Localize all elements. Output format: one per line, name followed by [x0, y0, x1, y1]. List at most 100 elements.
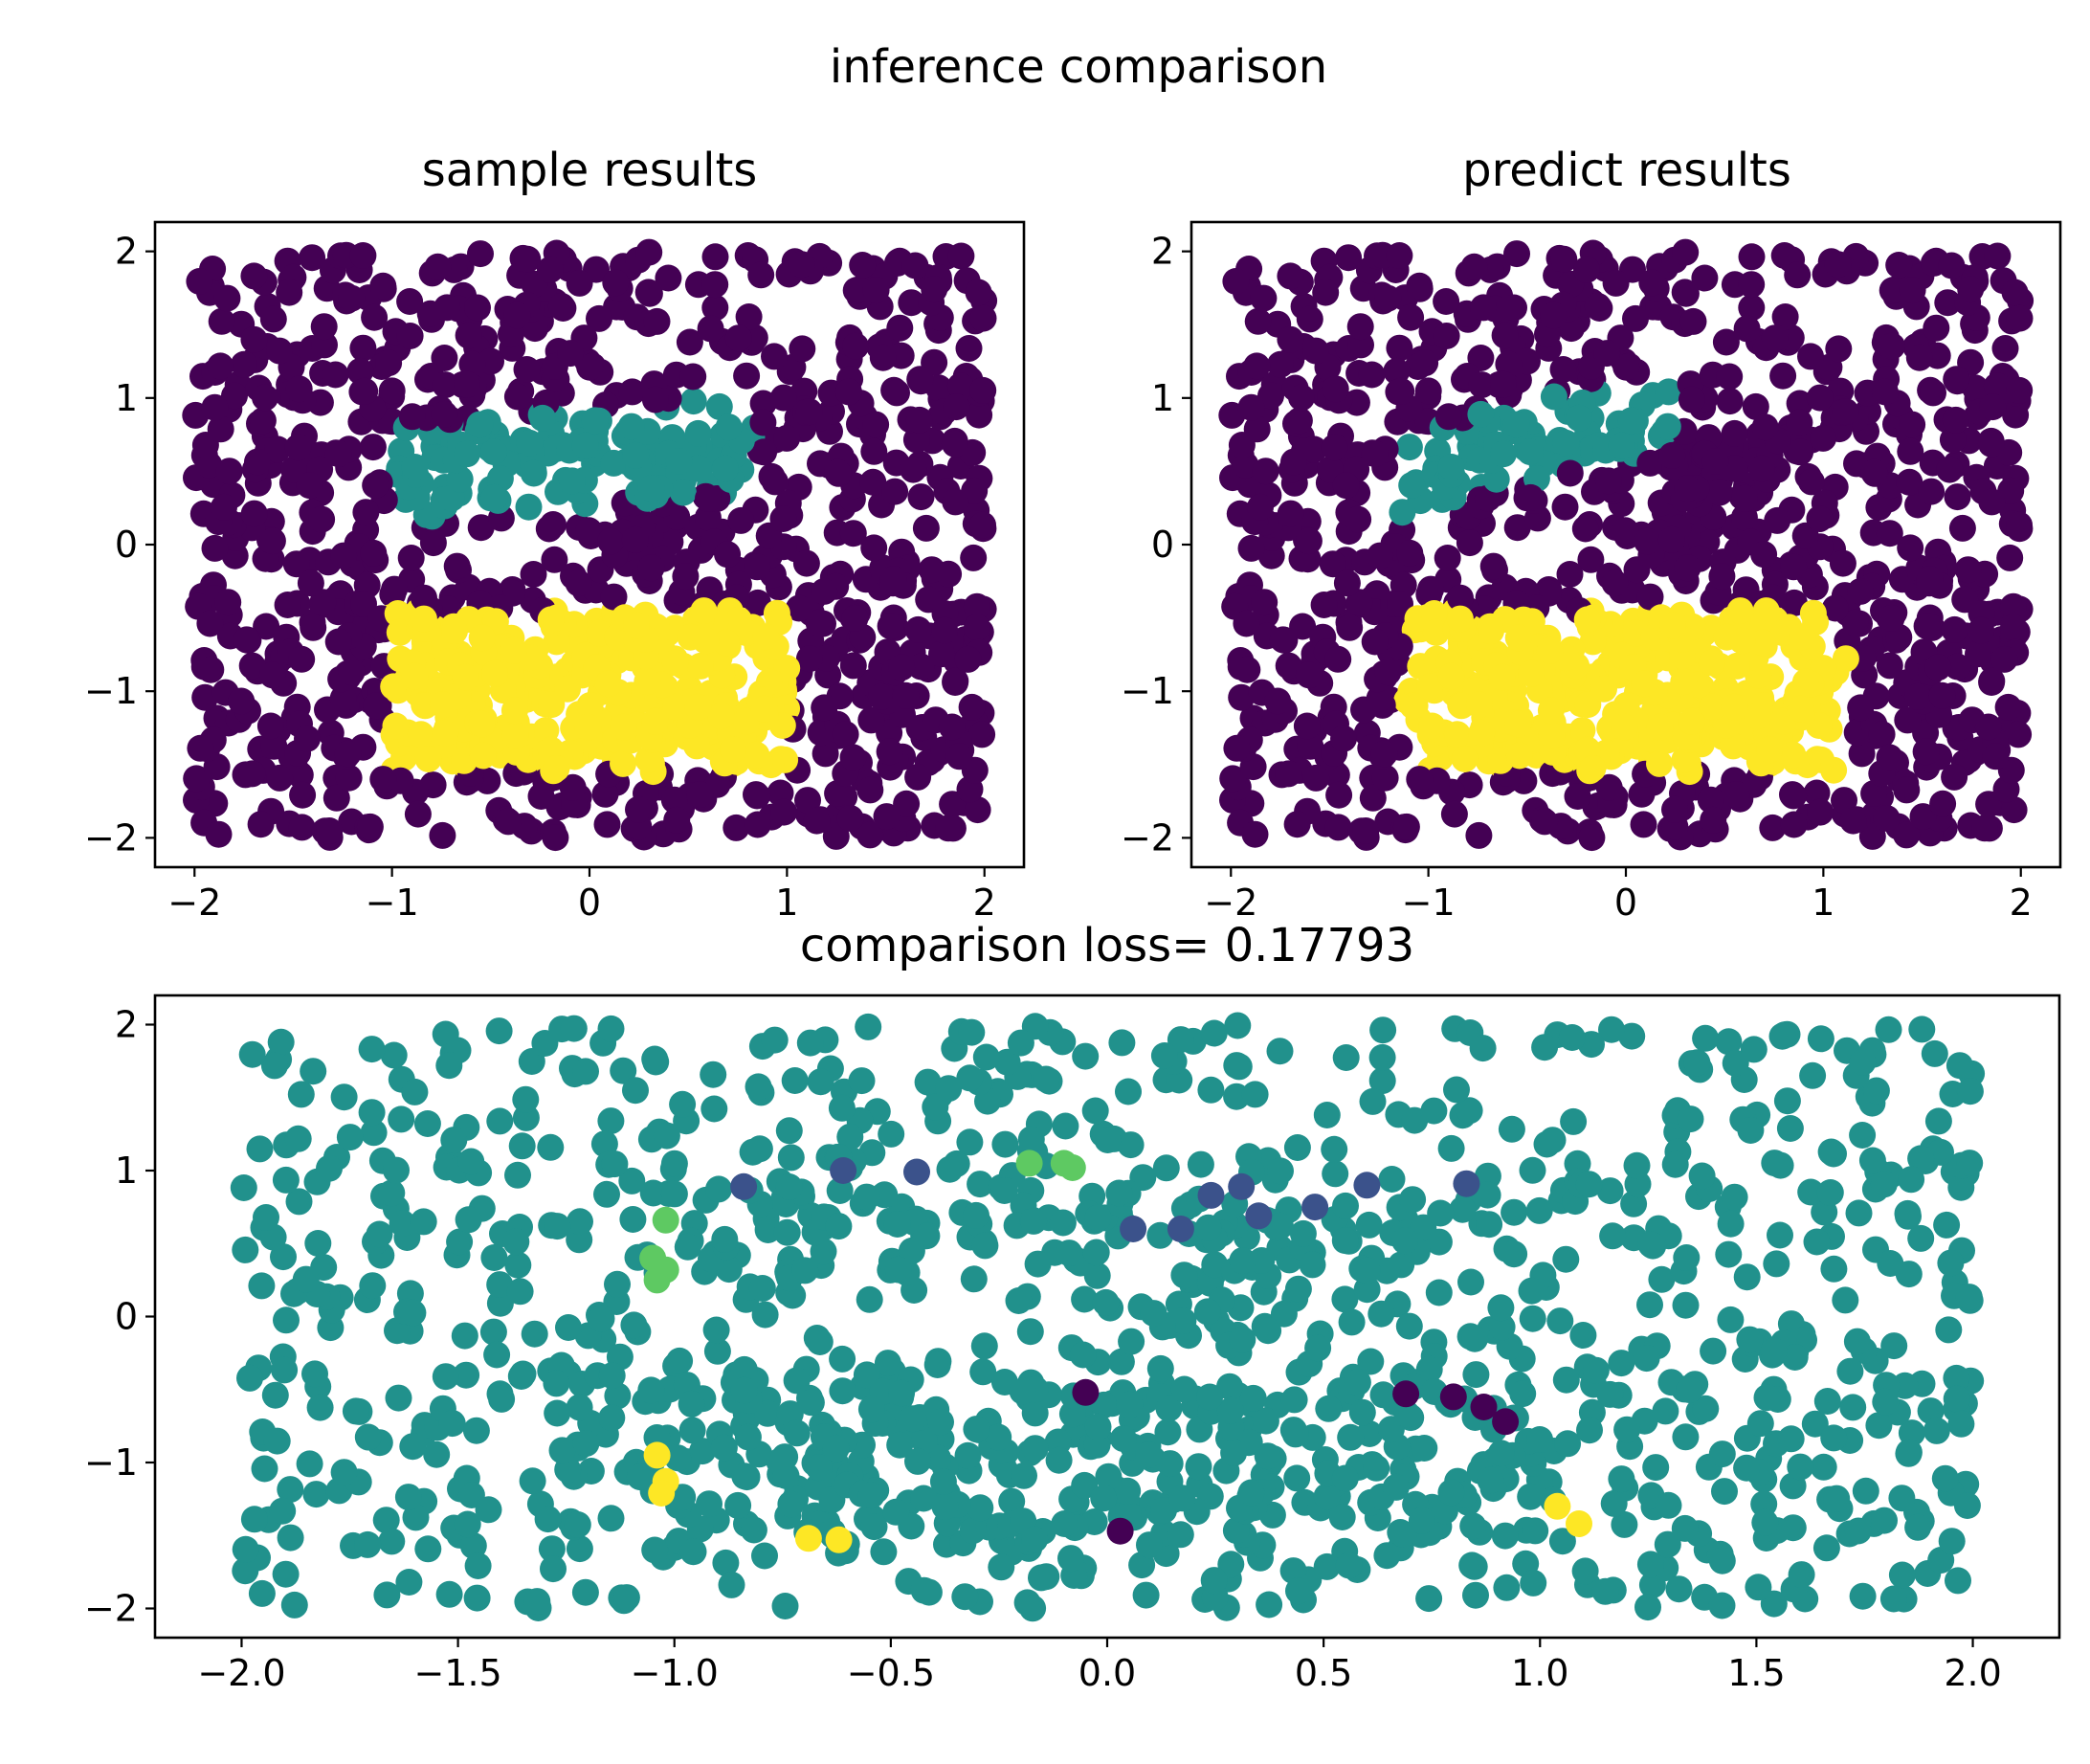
scatter-point	[1434, 545, 1461, 571]
scatter-point	[1333, 569, 1361, 597]
scatter-point	[1788, 1561, 1815, 1589]
scatter-point	[1832, 398, 1859, 426]
scatter-point	[383, 1156, 410, 1184]
scatter-point	[1135, 1441, 1163, 1469]
scatter-point	[1552, 429, 1580, 457]
scatter-point	[888, 1379, 916, 1407]
scatter-point	[1310, 592, 1338, 618]
scatter-point	[622, 441, 650, 469]
scatter-point	[829, 1345, 856, 1373]
subplot-sample-results: sample results −2 −1 0 1 2 −2 −1 0 1 2	[84, 144, 1026, 924]
scatter-point	[870, 1538, 898, 1566]
scatter-point	[598, 1362, 626, 1390]
scatter-point	[1654, 413, 1681, 440]
scatter-point	[918, 556, 945, 584]
scatter-point	[1389, 499, 1416, 526]
scatter-point	[1185, 1453, 1212, 1481]
scatter-point	[1517, 1483, 1545, 1510]
scatter-point	[1447, 584, 1474, 612]
scatter-point-mismatch	[1566, 1510, 1592, 1537]
scatter-point	[240, 325, 268, 353]
scatter-point	[1862, 1077, 1890, 1105]
scatter-point	[951, 1583, 979, 1611]
scatter-point	[1519, 1305, 1546, 1332]
scatter-point	[696, 1490, 723, 1518]
scatter-point	[679, 363, 707, 391]
scatter-point	[574, 713, 602, 741]
scatter-point	[541, 546, 568, 573]
scatter-point-mismatch	[1058, 1154, 1086, 1181]
scatter-point	[795, 645, 823, 673]
scatter-point	[1893, 776, 1921, 804]
scatter-point	[1780, 782, 1808, 810]
scatter-point	[1363, 1454, 1390, 1482]
scatter-point	[431, 400, 458, 428]
scatter-point	[240, 500, 268, 527]
scatter-point	[1655, 378, 1682, 406]
scatter-point	[1446, 605, 1474, 633]
scatter-point	[697, 315, 724, 343]
scatter-point	[558, 467, 586, 495]
scatter-point	[960, 1265, 988, 1293]
scatter-point	[769, 505, 797, 532]
scatter-point	[734, 1423, 762, 1451]
scatter-point	[860, 437, 888, 465]
scatter-point	[747, 261, 775, 289]
scatter-point	[1716, 388, 1744, 415]
scatter-point	[1348, 1398, 1376, 1426]
scatter-point	[521, 1320, 548, 1348]
scatter-point	[1572, 256, 1600, 283]
scatter-point	[690, 597, 718, 625]
y-tick-label: 0	[115, 524, 138, 566]
scatter-point	[1943, 366, 1970, 393]
scatter-point	[479, 1318, 507, 1346]
scatter-point	[414, 1535, 442, 1563]
scatter-point	[1382, 1473, 1410, 1501]
scatter-point	[1460, 1552, 1488, 1580]
scatter-point	[1638, 269, 1666, 297]
scatter-point	[1255, 1317, 1282, 1345]
scatter-point	[284, 1125, 312, 1152]
scatter-point	[285, 375, 313, 403]
scatter-point	[1594, 467, 1622, 495]
scatter-point	[1367, 542, 1394, 569]
scatter-point	[567, 1208, 593, 1236]
scatter-point	[509, 1360, 537, 1388]
scatter-point	[1476, 1211, 1503, 1239]
scatter-point	[641, 707, 669, 735]
scatter-point	[740, 1516, 767, 1544]
scatter-point	[1872, 1388, 1900, 1416]
scatter-point	[1726, 597, 1754, 625]
scatter-point	[1469, 1035, 1497, 1062]
scatter-point	[1275, 760, 1302, 788]
scatter-point	[324, 440, 352, 468]
scatter-point	[700, 1061, 727, 1088]
scatter-point	[1549, 356, 1577, 383]
scatter-point-mismatch	[1197, 1181, 1225, 1209]
scatter-point	[1386, 242, 1413, 269]
scatter-point	[1332, 1044, 1360, 1071]
scatter-point	[1756, 736, 1784, 764]
scatter-point	[459, 1532, 487, 1559]
scatter-point	[969, 1358, 997, 1386]
scatter-point	[883, 379, 910, 407]
scatter-point	[1912, 738, 1940, 766]
scatter-point	[904, 615, 932, 643]
scatter-point	[1358, 361, 1386, 389]
scatter-point	[1302, 337, 1329, 365]
scatter-point	[639, 1179, 667, 1207]
scatter-point	[1028, 1564, 1055, 1592]
scatter-point	[1895, 1261, 1923, 1288]
scatter-point	[723, 814, 750, 841]
x-tick-label: 2	[2010, 882, 2033, 924]
scatter-point	[1728, 627, 1756, 655]
scatter-point	[504, 1251, 532, 1279]
scatter-point	[1748, 629, 1776, 657]
scatter-point	[1885, 252, 1913, 279]
scatter-point	[958, 693, 986, 721]
scatter-point	[248, 1272, 276, 1300]
scatter-point	[1737, 1117, 1765, 1144]
scatter-point	[1843, 1328, 1871, 1355]
scatter-point	[1525, 1196, 1553, 1224]
scatter-point	[653, 1122, 680, 1150]
